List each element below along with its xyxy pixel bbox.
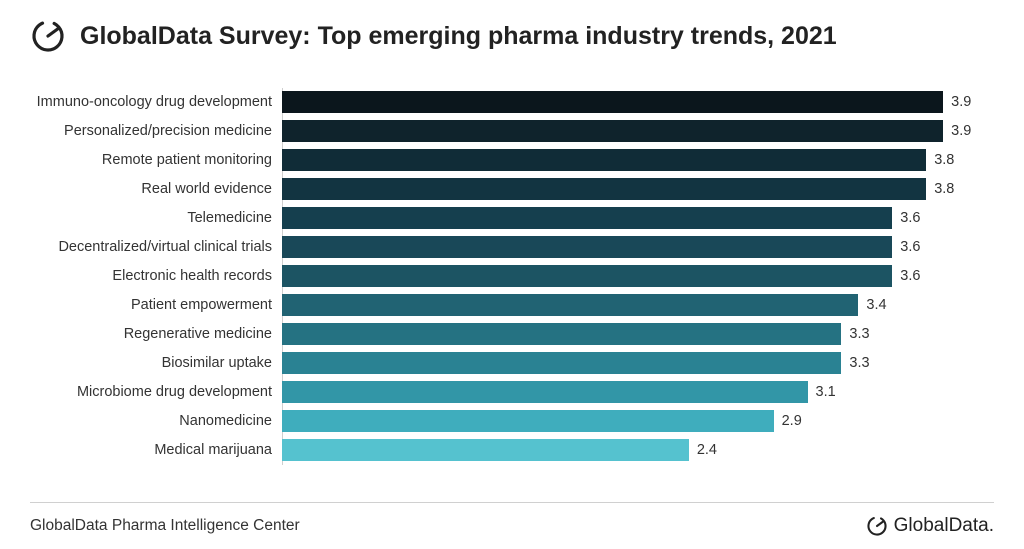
bar-row: Nanomedicine2.9 <box>30 407 994 436</box>
bar-row: Patient empowerment3.4 <box>30 291 994 320</box>
bar-row: Remote patient monitoring3.8 <box>30 146 994 175</box>
bar-row: Biosimilar uptake3.3 <box>30 349 994 378</box>
bar-track: 2.9 <box>282 407 994 436</box>
category-label: Decentralized/virtual clinical trials <box>30 239 282 255</box>
value-label: 2.9 <box>774 413 802 429</box>
bar-row: Microbiome drug development3.1 <box>30 378 994 407</box>
value-label: 3.6 <box>892 239 920 255</box>
category-label: Telemedicine <box>30 210 282 226</box>
bar: 3.8 <box>282 149 926 171</box>
bar-row: Immuno-oncology drug development3.9 <box>30 88 994 117</box>
value-label: 3.6 <box>892 268 920 284</box>
bar-track: 3.3 <box>282 320 994 349</box>
bar-track: 3.6 <box>282 262 994 291</box>
bar-track: 3.6 <box>282 204 994 233</box>
bar-row: Medical marijuana2.4 <box>30 436 994 465</box>
chart-page: GlobalData Survey: Top emerging pharma i… <box>0 0 1024 549</box>
bar-track: 3.9 <box>282 88 994 117</box>
value-label: 3.9 <box>943 123 971 139</box>
footer-brand-logo: GlobalData. <box>866 515 994 537</box>
category-label: Real world evidence <box>30 181 282 197</box>
value-label: 3.3 <box>841 326 869 342</box>
bar-track: 2.4 <box>282 436 994 465</box>
chart-footer: GlobalData Pharma Intelligence Center Gl… <box>30 503 994 537</box>
bar-row: Telemedicine3.6 <box>30 204 994 233</box>
bar-track: 3.4 <box>282 291 994 320</box>
chart-area: Immuno-oncology drug development3.9Perso… <box>30 64 994 503</box>
chart-header: GlobalData Survey: Top emerging pharma i… <box>30 18 994 54</box>
value-label: 3.6 <box>892 210 920 226</box>
category-label: Microbiome drug development <box>30 384 282 400</box>
globaldata-mark-icon <box>866 515 888 537</box>
bar: 3.9 <box>282 91 943 113</box>
value-label: 3.8 <box>926 181 954 197</box>
category-label: Nanomedicine <box>30 413 282 429</box>
category-label: Immuno-oncology drug development <box>30 94 282 110</box>
category-label: Patient empowerment <box>30 297 282 313</box>
bar-track: 3.8 <box>282 146 994 175</box>
bar-row: Regenerative medicine3.3 <box>30 320 994 349</box>
bar-track: 3.1 <box>282 378 994 407</box>
bar: 3.6 <box>282 236 892 258</box>
bar: 2.4 <box>282 439 689 461</box>
bar-row: Electronic health records3.6 <box>30 262 994 291</box>
bar: 3.1 <box>282 381 808 403</box>
bar: 3.3 <box>282 352 841 374</box>
chart-title: GlobalData Survey: Top emerging pharma i… <box>80 22 837 51</box>
bar: 3.6 <box>282 207 892 229</box>
value-label: 3.8 <box>926 152 954 168</box>
bar-row: Personalized/precision medicine3.9 <box>30 117 994 146</box>
bar-track: 3.6 <box>282 233 994 262</box>
bar: 2.9 <box>282 410 774 432</box>
bar: 3.9 <box>282 120 943 142</box>
bar: 3.6 <box>282 265 892 287</box>
category-label: Biosimilar uptake <box>30 355 282 371</box>
bar-track: 3.3 <box>282 349 994 378</box>
value-label: 2.4 <box>689 442 717 458</box>
bar-row: Real world evidence3.8 <box>30 175 994 204</box>
bar-track: 3.9 <box>282 117 994 146</box>
category-label: Electronic health records <box>30 268 282 284</box>
bar-chart: Immuno-oncology drug development3.9Perso… <box>30 88 994 465</box>
bar: 3.8 <box>282 178 926 200</box>
bar: 3.3 <box>282 323 841 345</box>
category-label: Personalized/precision medicine <box>30 123 282 139</box>
footer-brand-text: GlobalData. <box>894 515 994 537</box>
value-label: 3.1 <box>808 384 836 400</box>
globaldata-mark-icon <box>30 18 66 54</box>
value-label: 3.9 <box>943 94 971 110</box>
bar-row: Decentralized/virtual clinical trials3.6 <box>30 233 994 262</box>
category-label: Regenerative medicine <box>30 326 282 342</box>
bar: 3.4 <box>282 294 858 316</box>
bar-track: 3.8 <box>282 175 994 204</box>
value-label: 3.4 <box>858 297 886 313</box>
footer-source: GlobalData Pharma Intelligence Center <box>30 517 300 535</box>
category-label: Medical marijuana <box>30 442 282 458</box>
category-label: Remote patient monitoring <box>30 152 282 168</box>
value-label: 3.3 <box>841 355 869 371</box>
